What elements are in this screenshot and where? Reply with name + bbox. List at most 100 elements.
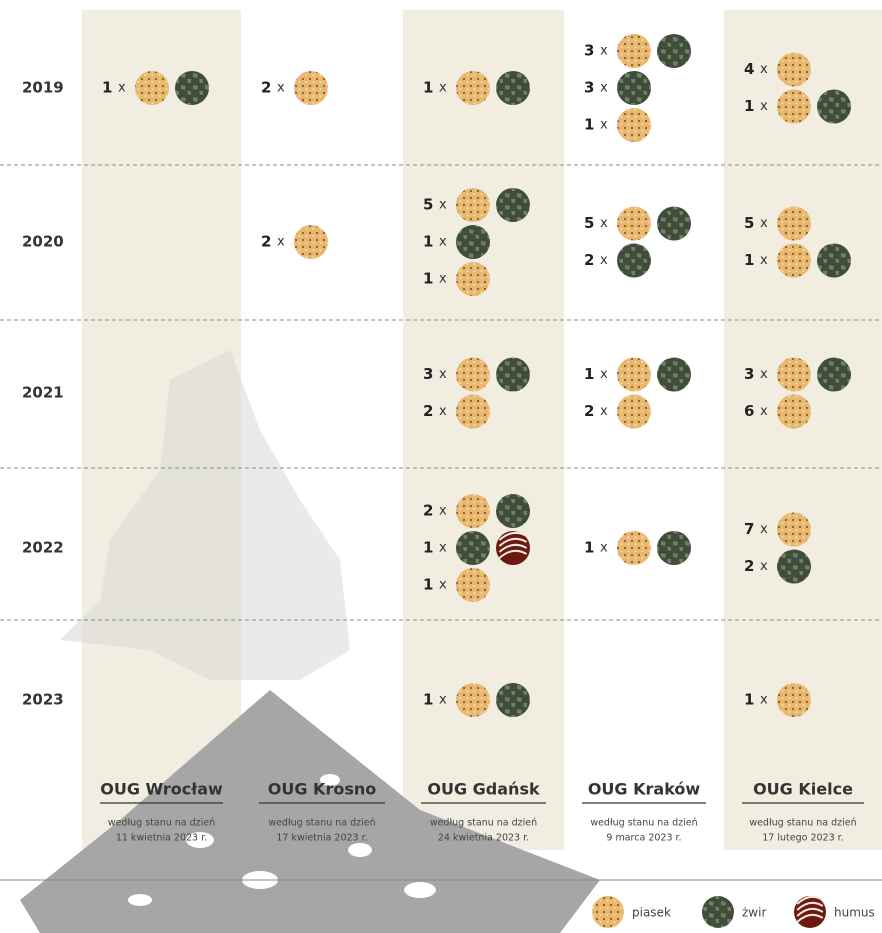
- humus-stripe: [796, 907, 824, 917]
- material-icon: [617, 206, 651, 241]
- column-date: 9 marca 2023 r.: [606, 833, 681, 844]
- humus-stripe: [796, 913, 824, 923]
- gravel-icon: [496, 188, 530, 222]
- gravel-icon: [617, 71, 651, 105]
- material-icon: [617, 243, 651, 278]
- material-icon: [657, 206, 691, 241]
- humus-stripe: [498, 531, 528, 541]
- column-name: OUG Kielce: [753, 780, 853, 799]
- multiplier: x: [439, 81, 447, 96]
- multiplier: x: [439, 504, 447, 519]
- material-icon: [777, 394, 811, 429]
- count: 3: [584, 42, 594, 60]
- count: 2: [584, 402, 594, 420]
- column-note: według stanu na dzień: [430, 818, 537, 829]
- gravel-icon: [617, 243, 651, 278]
- material-icon: [496, 188, 530, 222]
- multiplier: x: [760, 693, 768, 708]
- column-date: 11 kwietnia 2023 r.: [116, 833, 207, 844]
- multiplier: x: [760, 559, 768, 574]
- column-note: według stanu na dzień: [108, 818, 215, 829]
- column-name: OUG Kraków: [588, 780, 701, 799]
- column-note: według stanu na dzień: [268, 818, 375, 829]
- material-icon: [777, 89, 811, 124]
- year-label: 2023: [22, 691, 64, 709]
- count: 1: [584, 365, 594, 383]
- gravel-icon: [496, 494, 530, 528]
- multiplier: x: [439, 541, 447, 556]
- sand-icon: [777, 243, 811, 278]
- gravel-icon: [657, 531, 691, 565]
- material-icon: [702, 896, 734, 928]
- multiplier: x: [439, 578, 447, 593]
- material-icon: [794, 895, 826, 928]
- sand-icon: [456, 568, 490, 602]
- column-note: według stanu na dzień: [749, 818, 856, 829]
- material-icon: [496, 357, 530, 392]
- sand-icon: [617, 531, 651, 565]
- year-label: 2021: [22, 384, 64, 402]
- sand-icon: [777, 206, 811, 241]
- count: 1: [744, 97, 754, 115]
- material-icon: [817, 357, 851, 392]
- count: 2: [744, 557, 754, 575]
- material-icon: [135, 71, 169, 105]
- count: 7: [744, 520, 754, 538]
- sand-icon: [617, 357, 651, 392]
- material-icon: [456, 394, 490, 429]
- sand-icon: [456, 494, 490, 528]
- count: 2: [423, 502, 433, 520]
- multiplier: x: [760, 367, 768, 382]
- gravel-icon: [777, 549, 811, 584]
- material-icon: [617, 357, 651, 392]
- count: 6: [744, 402, 754, 420]
- column-date: 17 lutego 2023 r.: [762, 833, 843, 844]
- multiplier: x: [600, 404, 608, 419]
- material-icon: [496, 531, 530, 565]
- year-label: 2019: [22, 79, 64, 97]
- material-icon: [657, 34, 691, 68]
- sand-icon: [777, 357, 811, 392]
- material-icon: [777, 206, 811, 241]
- material-icon: [617, 71, 651, 105]
- count: 1: [423, 270, 433, 288]
- count: 3: [423, 365, 433, 383]
- sand-icon: [294, 225, 328, 259]
- material-icon: [294, 225, 328, 259]
- material-icon: [456, 683, 490, 717]
- multiplier: x: [118, 81, 126, 96]
- material-icon: [456, 262, 490, 296]
- sand-icon: [617, 34, 651, 68]
- sand-icon: [456, 262, 490, 296]
- multiplier: x: [760, 62, 768, 77]
- multiplier: x: [277, 235, 285, 250]
- gravel-icon: [657, 357, 691, 392]
- count: 1: [102, 79, 112, 97]
- material-icon: [496, 71, 530, 105]
- gravel-icon: [496, 683, 530, 717]
- sand-icon: [456, 188, 490, 222]
- gravel-icon: [657, 206, 691, 241]
- material-icon: [456, 71, 490, 105]
- gravel-icon: [657, 34, 691, 68]
- legend-label: żwir: [742, 906, 766, 920]
- multiplier: x: [439, 693, 447, 708]
- multiplier: x: [600, 253, 608, 268]
- sand-icon: [777, 512, 811, 547]
- count: 1: [584, 116, 594, 134]
- sand-icon: [456, 71, 490, 105]
- count: 1: [744, 251, 754, 269]
- material-icon: [777, 52, 811, 87]
- material-icon: [175, 71, 209, 105]
- humus-stripe: [498, 549, 528, 559]
- material-icon: [456, 225, 490, 259]
- count: 1: [423, 691, 433, 709]
- multiplier: x: [600, 118, 608, 133]
- sand-icon: [617, 206, 651, 241]
- gravel-icon: [456, 225, 490, 259]
- gravel-icon: [817, 89, 851, 124]
- multiplier: x: [439, 367, 447, 382]
- multiplier: x: [600, 44, 608, 59]
- material-icon: [456, 531, 490, 565]
